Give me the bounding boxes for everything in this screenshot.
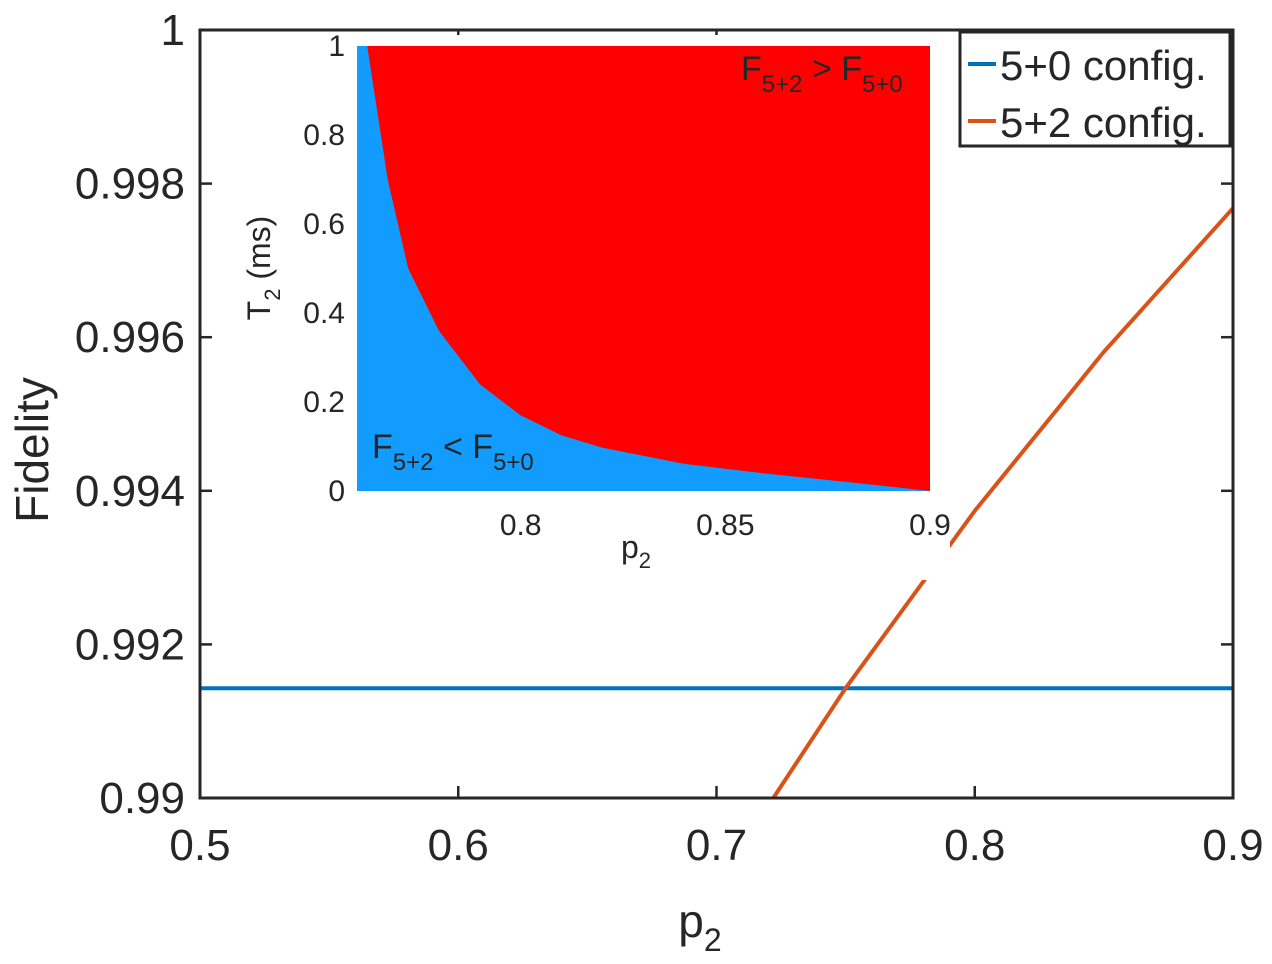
main-y-tick-label: 0.998 [75, 160, 185, 209]
inset-x-axis-label-main: p [621, 529, 639, 565]
main-x-tick-label: 0.5 [169, 821, 230, 870]
main-y-tick-label: 0.992 [75, 620, 185, 669]
inset-label-below-sub2: 5+0 [493, 449, 534, 476]
inset-y-tick-label: 0 [328, 475, 345, 508]
inset-x-tick-label: 0.85 [696, 509, 754, 542]
main-y-tick-label: 0.99 [99, 774, 185, 823]
inset-y-axis-label-main: T [241, 301, 277, 321]
legend-label-5-2: 5+2 config. [1000, 99, 1207, 146]
inset-label-above-op: > F [803, 50, 863, 88]
inset-x-tick-label: 0.8 [500, 509, 542, 542]
inset-y-tick-label: 0.2 [303, 386, 345, 419]
inset-region-below [357, 46, 930, 491]
inset-label-above-sub2: 5+0 [862, 71, 903, 98]
inset-y-axis-label: T2 (ms) [241, 216, 285, 321]
inset-label-above-sub1: 5+2 [762, 71, 803, 98]
main-x-axis-label-sub: 2 [704, 922, 722, 958]
inset-label-below-op: < F [434, 428, 494, 466]
main-y-tick-label: 0.996 [75, 313, 185, 362]
main-plot-frame [198, 28, 1235, 800]
inset-x-axis-label-sub: 2 [639, 548, 651, 573]
inset-x-axis-label: p2 [621, 529, 651, 573]
inset-y-tick-label: 0.4 [303, 297, 345, 330]
legend: 5+0 config. 5+2 config. [958, 30, 1232, 148]
inset-y-axis-label-suffix: (ms) [241, 216, 277, 289]
inset-label-below-f: F [372, 428, 393, 466]
main-x-tick-label: 0.6 [428, 821, 489, 870]
inset-y-tick-label: 0.8 [303, 119, 345, 152]
inset-y-tick-label: 0.6 [303, 208, 345, 241]
main-y-tick-label: 1 [161, 6, 185, 55]
inset-label-below: F5+2 < F5+0 [372, 428, 534, 476]
inset-label-above-f: F [741, 50, 762, 88]
inset-y-axis-label-sub: 2 [260, 289, 285, 301]
main-x-tick-label: 0.9 [1202, 821, 1263, 870]
inset-plot: 0.8 0.85 0.900.20.40.60.81 F5+2 > F5+0 F5+… [240, 30, 951, 580]
series-line-1 [771, 206, 1235, 800]
inset-x-tick-label: 0.9 [909, 509, 951, 542]
legend-label-5-0: 5+0 config. [1000, 42, 1207, 89]
inset-y-tick-label: 1 [328, 30, 345, 63]
main-x-axis-label-main: p [678, 895, 704, 947]
main-ticks: 0.5 0.6 0.7 0.8 0.9 0.99 0.992 0.994 0.996 0.998 1 [75, 6, 1264, 870]
main-y-tick-label: 0.994 [75, 467, 185, 516]
main-series [200, 206, 1235, 800]
main-y-axis-label: Fidelity [6, 377, 58, 523]
main-x-tick-label: 0.7 [686, 821, 747, 870]
inset-label-above: F5+2 > F5+0 [741, 50, 903, 98]
main-x-axis-label: p2 [678, 895, 721, 958]
inset-ticks: 0.8 0.85 0.9 0 0.2 0.4 0.6 0.8 1 [303, 30, 951, 542]
inset-label-below-sub1: 5+2 [393, 449, 434, 476]
legend-box [958, 30, 1232, 148]
main-x-tick-label: 0.8 [944, 821, 1005, 870]
